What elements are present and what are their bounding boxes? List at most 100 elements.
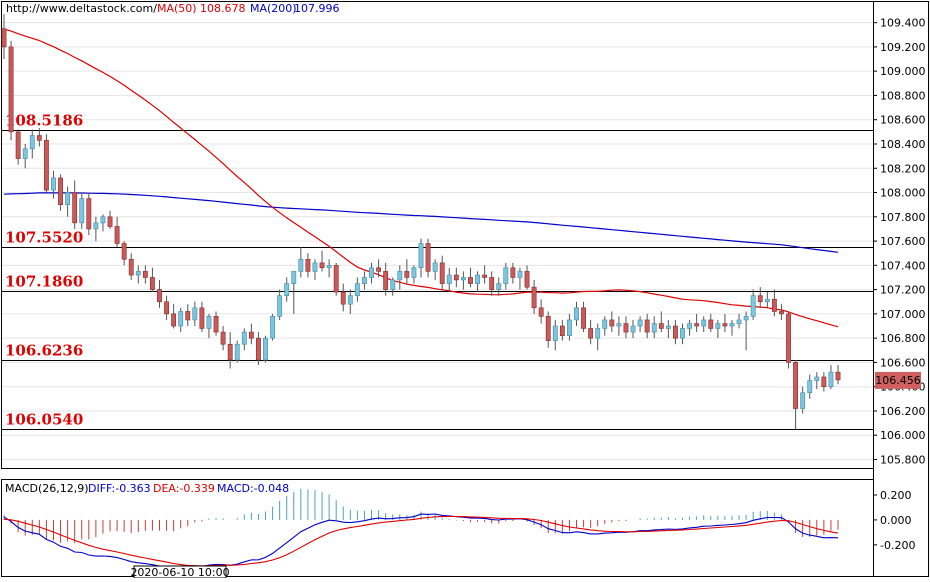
candle — [135, 265, 141, 284]
candle — [644, 313, 650, 339]
candle-body — [263, 337, 268, 361]
candle-body — [807, 380, 813, 394]
candle-body — [362, 277, 367, 284]
candle-body — [248, 331, 254, 339]
candle — [496, 277, 502, 296]
candle-body — [715, 323, 721, 329]
candle-body — [376, 267, 382, 272]
price-tick-label: 108.400 — [880, 138, 926, 151]
candle-body — [623, 323, 629, 333]
candle-body — [340, 291, 346, 305]
candle-body — [79, 198, 85, 224]
candle-body — [722, 323, 728, 327]
candle — [369, 262, 374, 284]
candle-body — [793, 362, 799, 409]
candle — [291, 271, 297, 314]
candle-body — [814, 376, 820, 381]
candle — [722, 313, 728, 333]
candle-body — [637, 319, 643, 327]
candle-body — [694, 323, 700, 327]
candle — [114, 216, 120, 248]
candle — [687, 319, 692, 336]
candle-body — [100, 216, 106, 224]
candle — [482, 265, 488, 284]
candle-body — [757, 295, 763, 303]
macd-tick-label: -0.200 — [880, 539, 915, 552]
candle-body — [552, 325, 558, 341]
candle-body — [708, 319, 714, 329]
candle-body — [432, 262, 438, 272]
candle — [821, 372, 827, 392]
candle-body — [397, 271, 403, 281]
candle — [581, 301, 586, 333]
candle — [121, 241, 127, 266]
candle-body — [616, 323, 622, 327]
candle-body — [241, 331, 247, 345]
candle — [715, 319, 721, 339]
macd-plot-frame — [1, 479, 874, 577]
candle-body — [128, 258, 134, 276]
candle — [72, 180, 78, 229]
candle — [22, 143, 28, 169]
candle — [729, 319, 735, 336]
candle — [531, 279, 537, 314]
price-tick-label: 107.000 — [880, 308, 926, 321]
candle-body — [319, 262, 325, 269]
candle — [771, 289, 777, 317]
candle — [637, 316, 643, 333]
candle-body — [595, 328, 601, 339]
macd-lines — [3, 513, 839, 570]
candle — [15, 129, 21, 165]
candle-body — [475, 274, 480, 284]
candle — [326, 259, 332, 278]
macd-diff-line — [3, 513, 839, 570]
price-tick-label: 109.400 — [880, 17, 926, 30]
macd-diff-label: DIFF:-0.363 — [88, 482, 151, 495]
candle — [383, 262, 389, 296]
candle-body — [496, 283, 502, 290]
price-tick-label: 106.200 — [880, 405, 926, 418]
candle-body — [298, 258, 304, 272]
price-tick-label: 107.800 — [880, 211, 926, 224]
site-url: http://www.deltastock.com/ — [6, 2, 157, 15]
candle-body — [567, 319, 572, 337]
candle — [128, 253, 134, 280]
candle — [319, 250, 325, 272]
price-tick-label: 108.000 — [880, 187, 926, 200]
candle — [206, 313, 212, 339]
candle-body — [369, 267, 374, 278]
current-price-box — [875, 371, 921, 389]
candle — [453, 267, 459, 288]
macd-dea-label: DEA:-0.339 — [153, 482, 215, 495]
candle — [779, 304, 784, 320]
candle-body — [107, 216, 113, 227]
candle-body — [284, 283, 290, 296]
candle-body — [157, 289, 162, 303]
candle-body — [658, 323, 664, 329]
candle — [86, 192, 92, 235]
macd-title: MACD(26,12,9) — [5, 482, 89, 495]
current-price-tag: 106.456 — [875, 371, 921, 389]
candle — [524, 265, 530, 290]
candle-body — [8, 46, 14, 133]
candle-body — [559, 325, 565, 337]
candle-body — [114, 226, 120, 244]
candle-body — [347, 295, 353, 305]
candle-body — [687, 323, 692, 329]
candle-body — [1, 28, 7, 48]
candle-body — [701, 319, 707, 327]
candle — [475, 271, 480, 293]
candle — [248, 323, 254, 345]
candle-body — [418, 243, 424, 269]
price-tick-label: 106.000 — [880, 429, 926, 442]
candle — [298, 247, 304, 278]
candle — [8, 40, 14, 141]
macd-dea-line — [3, 515, 839, 567]
candle-body — [256, 337, 261, 361]
candle-body — [574, 307, 579, 321]
candle-body — [644, 319, 650, 333]
candle-body — [835, 371, 841, 381]
candle-body — [199, 307, 205, 329]
candle-body — [538, 307, 544, 317]
